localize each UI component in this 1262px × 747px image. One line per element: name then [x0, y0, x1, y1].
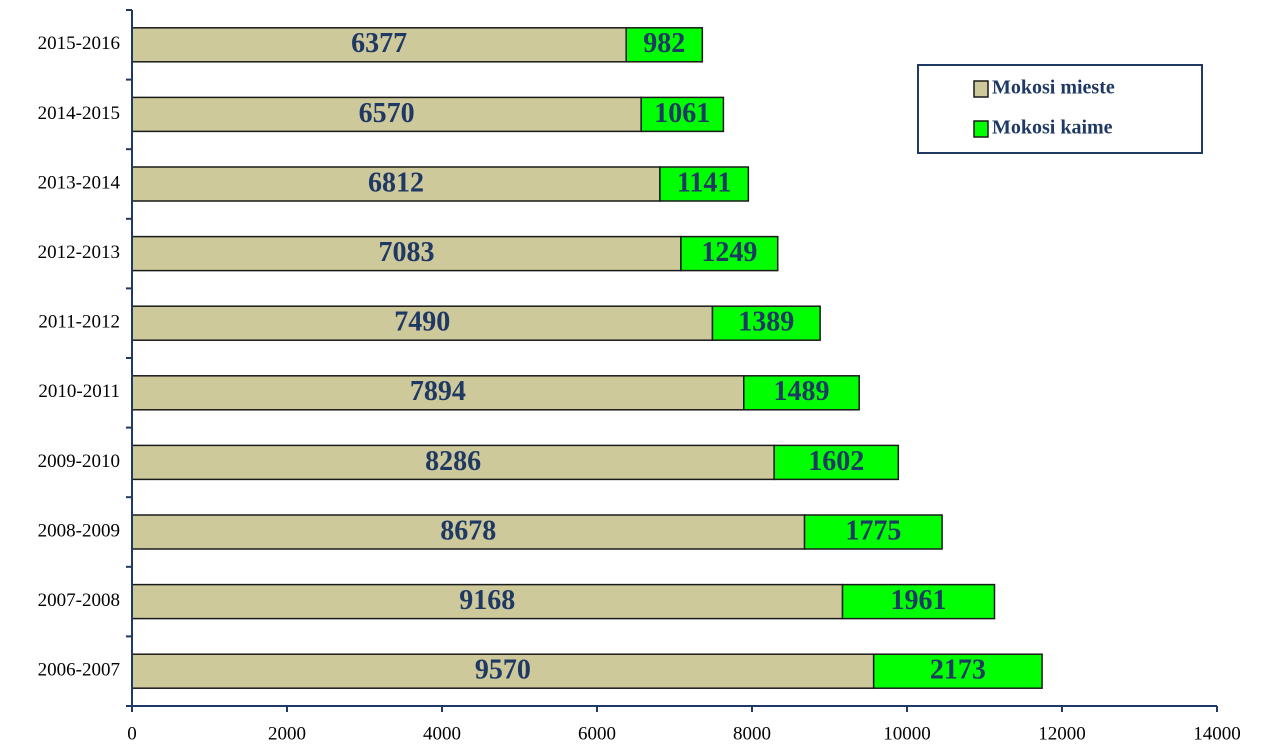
y-tick-label: 2006-2007 [38, 660, 120, 681]
data-label: 8286 [425, 446, 481, 477]
bar-segment [131, 235, 682, 272]
bar-segment [625, 27, 704, 63]
x-tick-label: 10000 [883, 723, 931, 744]
bar-segment [841, 583, 996, 620]
bar-segment [872, 653, 1043, 689]
bar-segment [131, 305, 714, 341]
data-label: 1775 [845, 515, 901, 546]
x-tick-label: 6000 [578, 723, 616, 744]
legend-label: Mokosi kaime [992, 117, 1113, 139]
x-tick-label: 14000 [1193, 723, 1241, 744]
data-label: 9570 [475, 655, 531, 686]
bar-segment [131, 166, 661, 202]
x-tick-label: 2000 [268, 723, 306, 744]
data-label: 6812 [368, 167, 424, 198]
data-label: 982 [643, 28, 685, 59]
y-tick-label: 2014-2015 [38, 103, 120, 124]
bar-segment [131, 375, 745, 411]
x-tick-label: 12000 [1038, 723, 1086, 744]
data-label: 7083 [378, 237, 434, 268]
y-tick-label: 2008-2009 [38, 520, 120, 541]
y-tick-label: 2007-2008 [38, 590, 120, 611]
bar-segment [743, 375, 860, 411]
data-label: 6570 [359, 98, 415, 129]
x-tick-label: 8000 [733, 723, 771, 744]
legend-box [917, 64, 1203, 154]
bar-segment [680, 235, 779, 272]
y-tick-label: 2015-2016 [38, 33, 120, 54]
data-label: 1389 [738, 307, 794, 338]
bar-segment [640, 96, 725, 133]
data-label: 8678 [440, 515, 496, 546]
bar-segment [773, 444, 900, 481]
data-label: 1489 [773, 376, 829, 407]
legend-label: Mokosi mieste [992, 77, 1115, 99]
data-label: 2173 [930, 655, 986, 686]
bar-segment [711, 305, 821, 341]
x-tick-label: 0 [127, 723, 137, 744]
bar-segment [131, 514, 806, 550]
bar-segment [131, 27, 627, 63]
data-label: 1961 [891, 585, 947, 616]
x-tick-label: 4000 [423, 723, 461, 744]
y-tick-label: 2011-2012 [38, 312, 120, 333]
bar-segment [131, 96, 642, 133]
data-label: 7894 [410, 376, 466, 407]
legend-swatch [973, 80, 989, 98]
data-label: 7490 [394, 307, 450, 338]
y-tick-label: 2010-2011 [38, 381, 120, 402]
y-tick-label: 2013-2014 [38, 172, 121, 193]
legend-swatch [973, 120, 989, 138]
data-label: 6377 [351, 28, 407, 59]
data-label: 1061 [654, 98, 710, 129]
y-tick-label: 2009-2010 [38, 451, 120, 472]
bar-segment [803, 514, 943, 550]
data-label: 1249 [701, 237, 757, 268]
data-label: 1602 [808, 446, 864, 477]
bar-segment [659, 166, 750, 202]
data-label: 1141 [677, 167, 731, 198]
y-tick-label: 2012-2013 [38, 242, 120, 263]
data-label: 9168 [459, 585, 515, 616]
